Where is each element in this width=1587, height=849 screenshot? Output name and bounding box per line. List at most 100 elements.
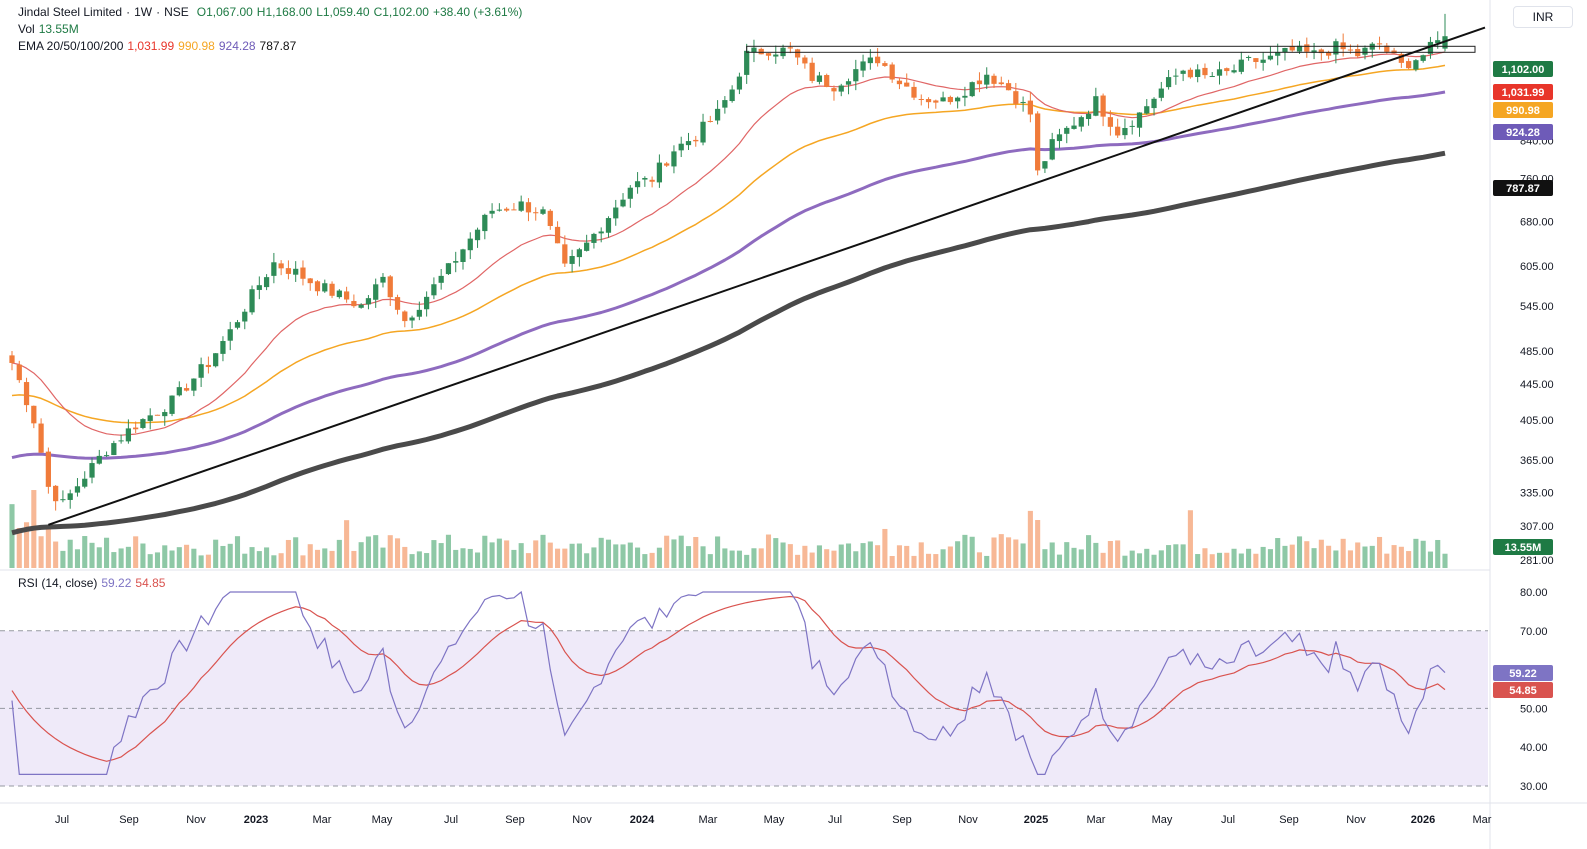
candle-body (176, 387, 182, 396)
currency-button[interactable]: INR (1513, 6, 1573, 28)
volume-label[interactable]: Vol (18, 22, 35, 36)
volume-bar (300, 555, 306, 568)
rsi-ma-line (11, 595, 1446, 762)
candle-body (96, 455, 102, 464)
candle-body (496, 209, 502, 211)
candle-body (976, 80, 983, 85)
candle-body (838, 85, 844, 92)
candle-body (794, 49, 801, 58)
ema100-badge-bg (1493, 124, 1553, 140)
volume-bar (1136, 553, 1143, 568)
volume-bar (525, 553, 532, 568)
volume-legend: Vol 13.55M (18, 22, 83, 36)
volume-bar (489, 542, 495, 568)
candle-body (271, 262, 277, 276)
time-tick-label: Mar (1473, 814, 1492, 826)
price-badge-bg (1493, 61, 1553, 77)
candle-body (940, 97, 946, 102)
candle-body (38, 423, 44, 453)
symbol-title[interactable]: Jindal Steel Limited (18, 5, 123, 19)
ema20-line (11, 51, 1446, 436)
volume-bar (220, 545, 226, 568)
volume-bar (1151, 554, 1157, 568)
volume-bar (249, 547, 255, 568)
volume-bar (373, 535, 379, 568)
volume-bar (1129, 550, 1135, 568)
candle-body (205, 364, 212, 368)
volume-bar (1311, 548, 1317, 568)
volume-bar (1166, 545, 1172, 568)
volume-bar (271, 555, 277, 568)
price-tick-label: 365.00 (1520, 455, 1554, 467)
ema200-value: 787.87 (259, 39, 297, 53)
ema-label[interactable]: EMA 20/50/100/200 (18, 39, 124, 53)
candle-body (183, 388, 190, 391)
candle-body (1260, 59, 1266, 63)
ema100-value: 924.28 (218, 39, 256, 53)
volume-bar (162, 545, 168, 568)
volume-bar (845, 543, 852, 568)
volume-bar (329, 550, 335, 568)
volume-bar (569, 543, 575, 568)
candle-body (278, 263, 284, 269)
candle-body (533, 212, 539, 214)
volume-bar (780, 542, 786, 568)
candle-body (875, 56, 881, 64)
candle-body (576, 249, 582, 258)
volume-bar (264, 547, 270, 568)
volume-bar (1304, 541, 1310, 568)
candle-body (1165, 77, 1172, 88)
volume-bar (184, 544, 190, 568)
candle-body (111, 443, 117, 456)
candle-body (343, 291, 350, 300)
volume-bar (453, 549, 459, 568)
candle-body (693, 139, 699, 142)
time-tick-label: 2025 (1024, 814, 1048, 826)
candle-body (387, 276, 393, 298)
volume-bar (9, 504, 15, 568)
candle-body (1304, 44, 1310, 52)
candle-body (1384, 45, 1390, 52)
candle-body (1202, 67, 1208, 76)
volume-bar (213, 539, 219, 568)
candle-body (860, 61, 866, 71)
candle-body (554, 226, 561, 244)
candle-body (845, 81, 852, 85)
volume-bar (1246, 548, 1252, 568)
candle-body (707, 120, 713, 122)
rsi-label[interactable]: RSI (14, close) (18, 576, 98, 590)
volume-bar (562, 548, 568, 568)
volume-bar (925, 553, 932, 568)
candle-body (744, 50, 750, 75)
candle-body (1253, 58, 1259, 63)
volume-bar (118, 548, 124, 568)
candle-body (947, 96, 953, 103)
volume-bar (875, 545, 881, 568)
candle-body (45, 451, 51, 487)
candle-body (1027, 100, 1033, 115)
volume-bar (38, 536, 44, 568)
ema100-line (11, 90, 1446, 460)
volume-bar (1071, 547, 1077, 568)
interval-label[interactable]: 1W (134, 5, 153, 19)
candle-body (380, 276, 386, 283)
volume-bar (409, 554, 415, 568)
volume-bar (74, 549, 81, 568)
candle-body (802, 57, 808, 64)
volume-bar (627, 542, 633, 568)
time-tick-label: Sep (505, 814, 525, 826)
candle-body (424, 296, 430, 310)
candle-body (1042, 161, 1048, 169)
volume-bar (802, 545, 808, 568)
volume-bar (1427, 551, 1433, 568)
ema20-badge-bg (1493, 84, 1553, 100)
candle-body (547, 210, 553, 226)
volume-bar (605, 539, 612, 568)
volume-bar (896, 545, 902, 568)
rsi-ma-value: 54.85 (135, 576, 166, 590)
candle-body (1187, 69, 1194, 78)
volume-bar (256, 551, 262, 568)
volume-bar (176, 547, 182, 568)
volume-bar (671, 539, 677, 568)
